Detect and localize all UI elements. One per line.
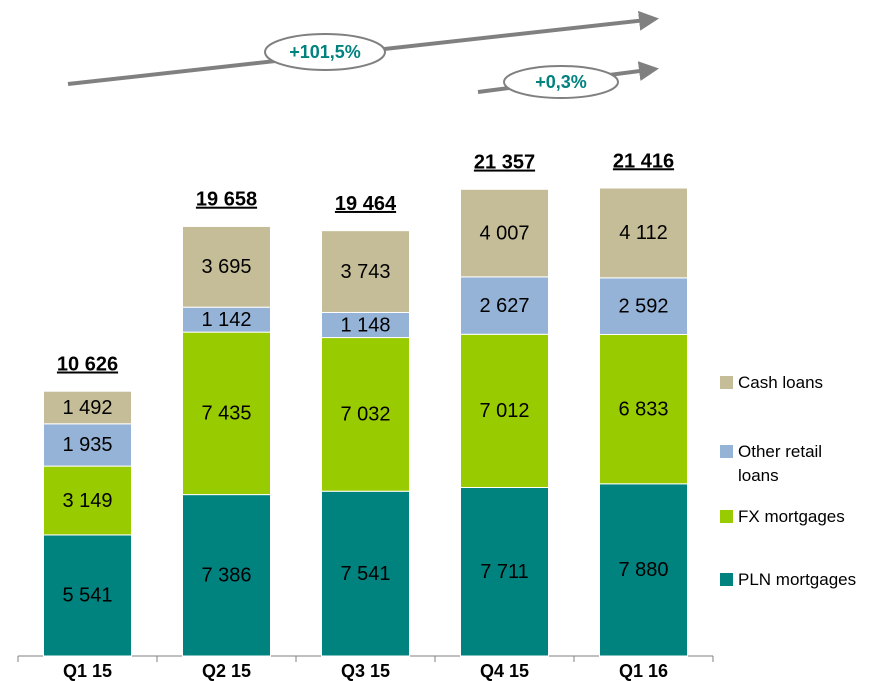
x-tick-label: Q2 15 xyxy=(202,661,251,681)
x-tick-label: Q3 15 xyxy=(341,661,390,681)
bar-segment xyxy=(43,465,132,536)
legend-swatch xyxy=(720,510,733,523)
bar-segment xyxy=(460,487,549,657)
legend-swatch xyxy=(720,445,733,458)
legend-label: FX mortgages xyxy=(738,507,845,526)
bar-segment xyxy=(460,333,549,489)
value-label: 1 148 xyxy=(340,314,390,336)
annotation: +0,3% xyxy=(535,72,587,92)
bar-segment xyxy=(460,276,549,335)
bar-segment xyxy=(182,225,271,308)
value-label: 3 743 xyxy=(340,261,390,283)
legend-swatch xyxy=(720,573,733,586)
bar-segment xyxy=(599,277,688,335)
annotation-bubble xyxy=(264,33,386,71)
x-tick-label: Q1 16 xyxy=(619,661,668,681)
value-label: 7 386 xyxy=(201,565,251,587)
total-label: 10 626 xyxy=(57,354,118,376)
annotation-bubble xyxy=(503,65,619,99)
bar-segment xyxy=(43,390,132,425)
bar-segment xyxy=(321,490,410,657)
value-label: 7 541 xyxy=(340,563,390,585)
legend-label: Cash loans xyxy=(738,373,824,392)
value-label: 7 012 xyxy=(479,400,529,422)
value-label: 3 695 xyxy=(201,256,251,278)
annotation: +101,5% xyxy=(289,42,361,62)
x-tick-label: Q4 15 xyxy=(480,661,529,681)
value-label: 1 935 xyxy=(62,434,112,456)
value-label: 1 492 xyxy=(62,397,112,419)
value-label: 7 880 xyxy=(618,559,668,581)
total-label: 21 357 xyxy=(474,152,535,174)
bar-segment xyxy=(321,311,410,339)
bar-segment xyxy=(43,534,132,657)
value-label: 3 149 xyxy=(62,490,112,512)
value-label: 5 541 xyxy=(62,585,112,607)
bar-segment xyxy=(182,306,271,333)
value-label: 1 142 xyxy=(201,309,251,331)
total-label: 19 658 xyxy=(196,189,257,211)
value-label: 7 711 xyxy=(480,561,529,583)
value-label: 4 112 xyxy=(619,222,668,244)
legend-swatch xyxy=(720,376,733,389)
value-label: 2 592 xyxy=(618,295,668,317)
value-label: 7 032 xyxy=(340,404,390,426)
x-tick-label: Q1 15 xyxy=(63,661,112,681)
value-label: 7 435 xyxy=(201,403,251,425)
bar-segment xyxy=(599,187,688,279)
bar-segment xyxy=(599,483,688,657)
legend-label: PLN mortgages xyxy=(738,570,857,589)
bar-segment xyxy=(182,331,271,496)
legend-label: Other retail loans xyxy=(738,442,823,485)
value-label: 4 007 xyxy=(479,222,529,244)
value-label: 2 627 xyxy=(479,295,529,317)
total-label: 21 416 xyxy=(613,150,674,172)
total-label: 19 464 xyxy=(335,193,397,215)
bar-segment xyxy=(460,188,549,278)
value-label: 6 833 xyxy=(618,398,668,420)
bar-segment xyxy=(321,230,410,313)
bar-segment xyxy=(182,494,271,657)
bar-segment xyxy=(43,423,132,467)
